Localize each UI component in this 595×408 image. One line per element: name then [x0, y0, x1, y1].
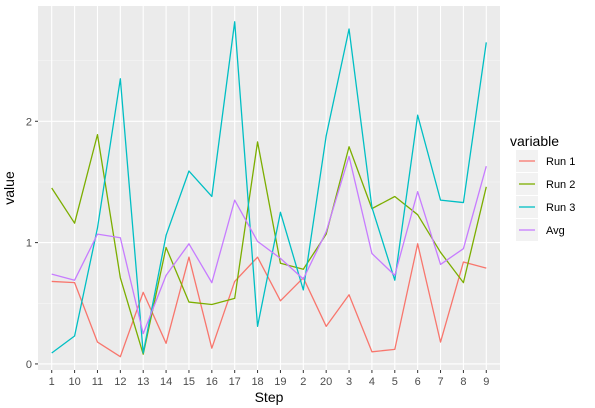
legend-label-run-3: Run 3	[546, 202, 575, 214]
x-tick-label: 17	[229, 376, 241, 388]
legend-label-avg: Avg	[546, 225, 565, 237]
x-tick-label: 1	[49, 376, 55, 388]
series-line-run-3	[51, 21, 487, 354]
x-tick-label: 11	[92, 376, 103, 388]
x-tick-label: 6	[415, 376, 421, 388]
y-tick-label: 2	[26, 116, 32, 128]
x-tick-label: 18	[251, 376, 263, 388]
panel-background	[38, 6, 500, 370]
x-axis-title: Step	[255, 389, 284, 405]
x-tick-label: 10	[68, 376, 80, 388]
legend-label-run-1: Run 1	[546, 156, 575, 168]
x-tick-label: 9	[483, 376, 489, 388]
x-tick-label: 8	[460, 376, 466, 388]
series-lines	[51, 21, 487, 358]
legend-title: variable	[510, 133, 559, 149]
x-tick-label: 20	[320, 376, 332, 388]
legend-label-run-2: Run 2	[546, 179, 575, 191]
x-tick-label: 5	[392, 376, 398, 388]
y-tick-label: 0	[26, 359, 32, 371]
x-tick-label: 2	[300, 376, 306, 388]
x-tick-label: 19	[274, 376, 286, 388]
x-tick-label: 4	[369, 376, 375, 388]
series-line-run-2	[51, 133, 487, 355]
x-tick-label: 16	[206, 376, 218, 388]
x-tick-label: 14	[160, 376, 172, 388]
x-tick-label: 12	[114, 376, 126, 388]
x-tick-label: 3	[346, 376, 352, 388]
series-line-run-1	[51, 243, 487, 358]
y-axis-title: value	[1, 171, 17, 205]
series-line-avg	[51, 155, 487, 335]
legend: variable Run 1 Run 2 Run 3 Avg	[510, 133, 575, 241]
grid-lines	[38, 6, 500, 370]
y-tick-label: 1	[26, 238, 32, 250]
x-tick-label: 7	[437, 376, 443, 388]
x-tick-label: 13	[137, 376, 149, 388]
x-tick-label: 15	[183, 376, 195, 388]
